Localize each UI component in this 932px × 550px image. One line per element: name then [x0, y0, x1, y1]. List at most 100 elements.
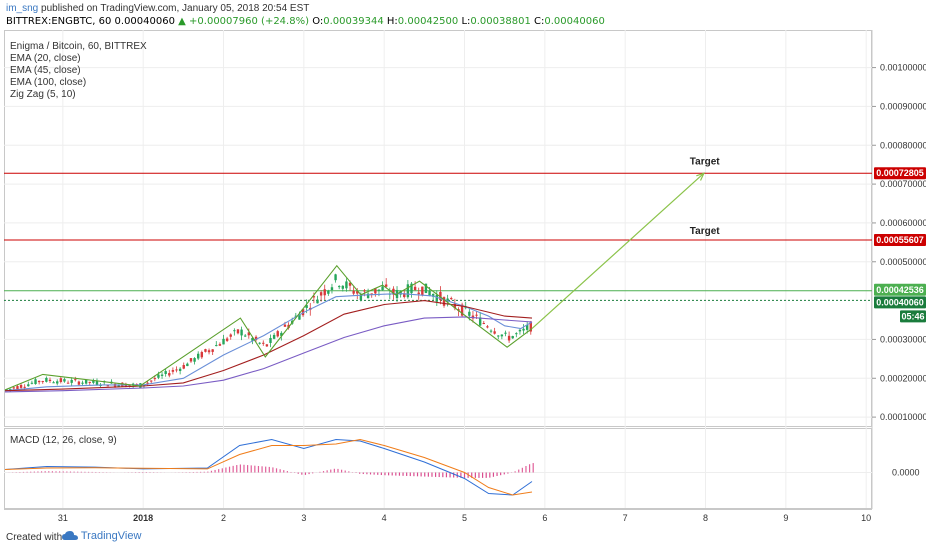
candle-body [356, 291, 359, 294]
candle-body [269, 337, 272, 343]
candle-body [222, 338, 225, 345]
open-value: 0.00039344 [323, 16, 384, 27]
candle-body [504, 332, 507, 334]
price-label-bg [874, 283, 926, 296]
candle-body [229, 334, 232, 337]
macd-line-signal [4, 438, 533, 496]
candle-body [399, 290, 402, 295]
candle-body [59, 378, 63, 383]
tradingview-logo[interactable]: TradingView [62, 530, 141, 542]
candle-body [377, 289, 381, 291]
open-label: O: [312, 16, 324, 27]
chart-area[interactable]: Target Target 0.00100000 0.00090000 0.00080… [4, 30, 928, 526]
price-label-bg [874, 296, 926, 309]
candle-body [460, 304, 464, 316]
candle-body [515, 333, 518, 335]
candle-body [63, 379, 66, 382]
candle-body [233, 330, 236, 332]
price-chart[interactable]: Target Target 0.00100000 0.00090000 0.00080… [4, 30, 928, 526]
candle-body [381, 286, 384, 291]
ema-line-ema100 [4, 316, 533, 393]
high-label: H: [386, 16, 398, 27]
candle-body [283, 324, 287, 327]
y-tick-label: 0.00100000 [880, 63, 926, 73]
candle-body [428, 291, 431, 296]
candle-body [77, 381, 81, 385]
candle-body [178, 368, 182, 371]
price-label-bg [874, 167, 926, 180]
price-label: 0.00042536 [876, 285, 924, 295]
candle-body [247, 332, 251, 336]
candle-body [421, 286, 424, 296]
candle-body [348, 282, 352, 286]
x-tick-label: 6 [542, 513, 547, 523]
candle-body [363, 290, 366, 292]
candle-body [323, 289, 326, 296]
candle-body [341, 285, 345, 289]
candle-body [424, 283, 428, 294]
low-label: L: [461, 16, 471, 27]
y-tick-label: 0.00090000 [880, 101, 926, 111]
candle-body [330, 287, 334, 290]
symbol-label: BITTREX:ENGBTC, 60 [6, 16, 112, 27]
close-label: C: [534, 16, 545, 27]
candle-body [193, 358, 196, 362]
y-tick-label: 0.00070000 [880, 179, 926, 189]
candle-body [117, 384, 120, 387]
candle-body [240, 329, 243, 336]
candle-body [146, 382, 149, 384]
candle-body [27, 384, 30, 387]
y-tick-label: 0.00030000 [880, 334, 926, 344]
candle-body [384, 284, 388, 287]
candle-body [511, 336, 514, 339]
candle-body [312, 296, 316, 298]
candle-body [410, 283, 413, 294]
zigzag-line [4, 264, 533, 391]
x-tick-label: 2018 [133, 513, 153, 523]
candle-body [168, 373, 171, 376]
candle-body [41, 381, 44, 383]
candle-body [182, 365, 185, 369]
candle-body [442, 297, 446, 306]
price-label: 0.00072805 [876, 168, 924, 178]
last-price: 0.00040060 [114, 16, 175, 27]
price-label: 0.00055607 [876, 235, 924, 245]
x-tick-label: 4 [382, 513, 387, 523]
candle-body [507, 335, 511, 341]
candle-body [34, 379, 37, 385]
x-tick-label: 2 [221, 513, 226, 523]
legend-item-ema45: EMA (45, close) [10, 65, 81, 76]
candle-body [9, 388, 12, 390]
candle-body [334, 274, 337, 281]
chart-header: im_sng published on TradingView.com, Jan… [0, 0, 932, 30]
candle-body [262, 342, 265, 344]
candle-body [45, 377, 48, 382]
candle-body [236, 329, 240, 334]
candle-body [218, 344, 222, 346]
author-link[interactable]: im_sng [6, 3, 39, 14]
candle-body [197, 353, 200, 359]
target-annotation: Target [690, 157, 720, 168]
candle-body [529, 321, 532, 332]
legend-item-ema100: EMA (100, close) [10, 77, 86, 88]
ema-line-ema45 [4, 300, 533, 392]
candle-body [160, 374, 164, 376]
cloud-icon [62, 531, 78, 541]
x-tick-label: 31 [58, 513, 68, 523]
candle-body [23, 386, 26, 388]
projection-arrow-line [531, 172, 705, 330]
candle-body [106, 385, 110, 387]
candle-body [157, 374, 160, 378]
y-tick-label: 0.00080000 [880, 140, 926, 150]
candle-body [186, 363, 189, 367]
candle-body [431, 293, 435, 297]
candle-body [171, 370, 175, 372]
created-with-text: Created with [6, 532, 63, 543]
y-tick-label: 0.00020000 [880, 373, 926, 383]
candle-body [327, 290, 330, 294]
candle-body [164, 371, 167, 374]
brand-text: TradingView [80, 530, 142, 542]
footer: Created with TradingView [0, 526, 932, 550]
candle-body [150, 380, 153, 382]
candle-body [30, 382, 34, 384]
